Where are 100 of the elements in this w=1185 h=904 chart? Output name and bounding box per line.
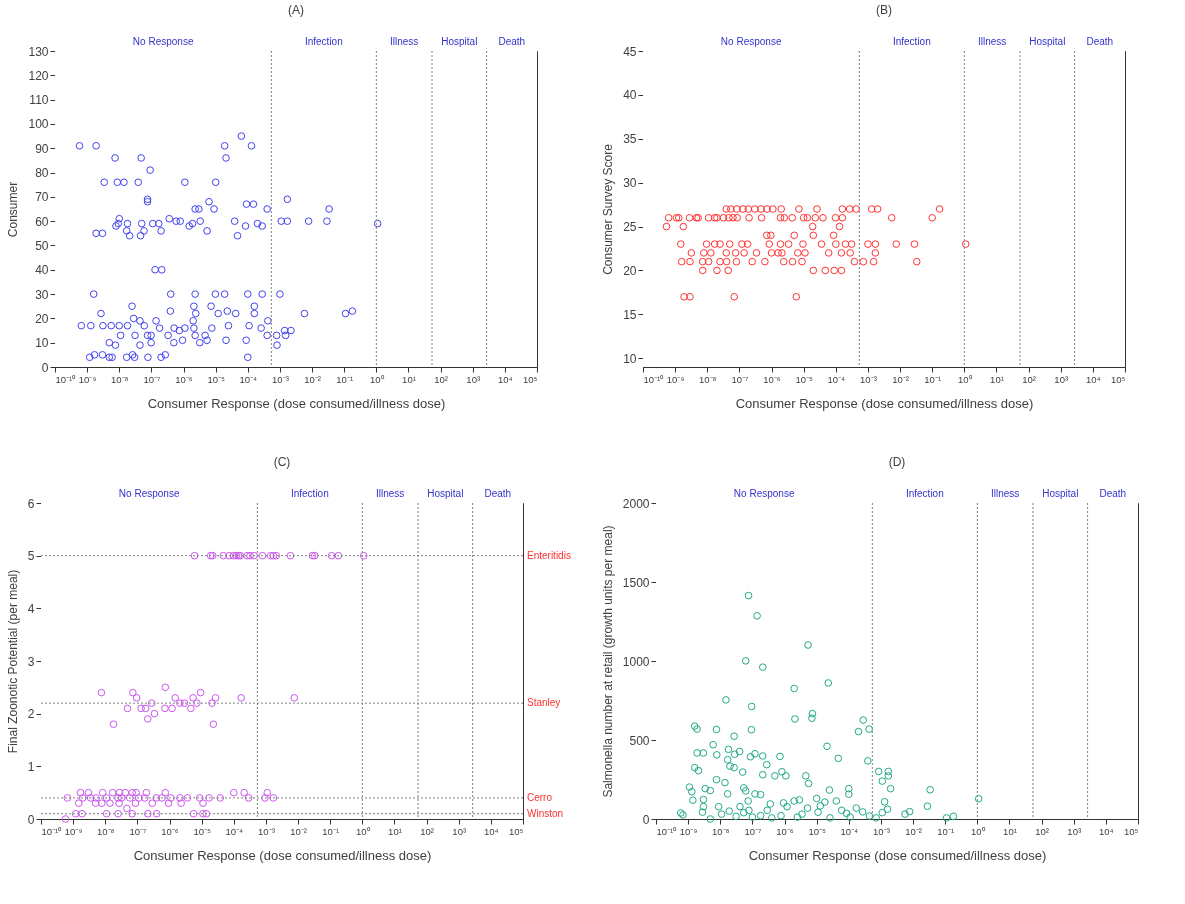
- x-tick-label: 10²: [420, 825, 434, 837]
- y-tick-label: 0: [41, 360, 49, 375]
- x-tick-label: 10⁻¹⁰: [656, 825, 678, 837]
- chart-title: (B): [876, 3, 892, 17]
- band-label: Illness: [990, 488, 1020, 499]
- x-tick-label: 10⁵: [1110, 373, 1126, 385]
- x-tick-label: 10⁻⁴: [840, 825, 859, 837]
- y-tick-label: 100: [28, 117, 49, 132]
- x-tick-label: 10⁻⁸: [698, 373, 717, 385]
- x-tick-label: 10³: [452, 825, 467, 837]
- ref-line-label: Winston: [527, 807, 564, 819]
- y-tick-label: 35: [623, 132, 637, 147]
- x-tick-label: 10⁴: [1086, 373, 1101, 385]
- band-label: Death: [484, 488, 512, 499]
- x-tick-label: 10⁻¹⁰: [55, 373, 77, 385]
- x-tick-label: 10⁵: [1123, 825, 1139, 837]
- x-tick-label: 10⁻⁹: [64, 825, 83, 837]
- x-tick-label: 10⁰: [356, 825, 371, 837]
- x-axis-title: Consumer Response (dose consumed/illness dose): [133, 848, 432, 863]
- band-label: Hospital: [1042, 488, 1079, 499]
- y-tick-label: 110: [29, 93, 49, 108]
- y-tick-label: 20: [623, 263, 637, 278]
- x-tick-label: 10⁻³: [272, 373, 289, 385]
- chart-title: (D): [888, 455, 906, 469]
- x-tick-label: 10²: [434, 373, 448, 385]
- y-axis-title: Consumer: [6, 181, 21, 238]
- y-tick-label: 25: [623, 220, 637, 235]
- x-tick-label: 10⁻⁷: [744, 825, 762, 837]
- y-tick-label: 500: [629, 733, 650, 748]
- y-tick-label: 10: [623, 351, 637, 366]
- x-tick-label: 10⁻⁵: [207, 373, 225, 385]
- y-tick-label: 120: [28, 68, 49, 83]
- band-label: Infection: [290, 488, 329, 499]
- band-label: No Response: [118, 488, 180, 499]
- y-tick-label: 45: [623, 44, 637, 59]
- band-label: Illness: [375, 488, 405, 499]
- y-tick-label: 90: [35, 141, 49, 156]
- x-tick-label: 10⁻⁵: [795, 373, 813, 385]
- x-tick-label: 10⁵: [522, 373, 538, 385]
- band-label: No Response: [720, 36, 782, 47]
- x-axis-title: Consumer Response (dose consumed/illness dose): [748, 848, 1047, 863]
- x-tick-label: 10⁻¹: [336, 373, 354, 385]
- chart-title: (A): [288, 3, 304, 17]
- y-axis-title: Salmonella number at retail (growth units per meal): [600, 525, 615, 798]
- x-tick-label: 10⁵: [508, 825, 524, 837]
- x-axis-title: Consumer Response (dose consumed/illness dose): [735, 396, 1034, 411]
- x-tick-label: 10⁻⁶: [763, 373, 781, 385]
- band-label: No Response: [132, 36, 194, 47]
- x-tick-label: 10⁻¹⁰: [41, 825, 63, 837]
- x-tick-label: 10⁴: [484, 825, 499, 837]
- band-label: Death: [1086, 36, 1114, 47]
- y-tick-label: 70: [35, 190, 49, 205]
- x-tick-label: 10¹: [388, 825, 402, 837]
- ref-line-label: Cerro: [527, 791, 553, 803]
- x-tick-label: 10⁻⁴: [239, 373, 258, 385]
- x-tick-label: 10⁻⁵: [808, 825, 826, 837]
- x-tick-label: 10⁻⁸: [110, 373, 129, 385]
- y-axis-title: Final Zoonotic Potential (per meal): [5, 569, 20, 754]
- x-tick-label: 10⁻⁶: [776, 825, 794, 837]
- x-tick-label: 10⁰: [370, 373, 385, 385]
- x-tick-label: 10⁰: [958, 373, 973, 385]
- x-tick-label: 10⁻⁸: [711, 825, 730, 837]
- x-tick-label: 10⁴: [498, 373, 513, 385]
- ref-line-label: Stanley: [527, 697, 561, 709]
- band-label: Death: [498, 36, 526, 47]
- x-tick-label: 10¹: [402, 373, 416, 385]
- band-label: Infection: [892, 36, 931, 47]
- x-tick-label: 10⁻⁹: [78, 373, 97, 385]
- x-tick-label: 10⁻³: [258, 825, 275, 837]
- y-tick-label: 1000: [622, 654, 650, 669]
- band-label: Illness: [389, 36, 419, 47]
- y-tick-label: 30: [623, 176, 637, 191]
- x-tick-label: 10³: [1067, 825, 1082, 837]
- y-tick-label: 2000: [622, 496, 650, 511]
- x-tick-label: 10⁻²: [304, 373, 321, 385]
- band-label: No Response: [733, 488, 795, 499]
- x-tick-label: 10¹: [1003, 825, 1017, 837]
- x-tick-label: 10²: [1022, 373, 1036, 385]
- y-tick-label: 10: [35, 336, 49, 351]
- x-tick-label: 10⁻²: [905, 825, 922, 837]
- y-tick-label: 0: [27, 812, 35, 827]
- x-tick-label: 10⁻⁴: [827, 373, 846, 385]
- x-tick-label: 10⁻¹⁰: [643, 373, 665, 385]
- y-tick-label: 0: [642, 812, 650, 827]
- band-label: Illness: [977, 36, 1007, 47]
- x-tick-label: 10⁻⁶: [175, 373, 193, 385]
- y-tick-label: 40: [623, 88, 637, 103]
- y-tick-label: 50: [35, 238, 49, 253]
- x-tick-label: 10³: [466, 373, 481, 385]
- x-tick-label: 10⁰: [971, 825, 986, 837]
- x-tick-label: 10²: [1035, 825, 1049, 837]
- band-label: Hospital: [427, 488, 464, 499]
- x-tick-label: 10⁻⁶: [161, 825, 179, 837]
- band-label: Infection: [905, 488, 944, 499]
- y-tick-label: 5: [27, 549, 35, 564]
- y-tick-label: 60: [35, 214, 49, 229]
- y-tick-label: 2: [27, 707, 35, 722]
- x-tick-label: 10⁻⁸: [96, 825, 115, 837]
- x-tick-label: 10⁻¹: [937, 825, 955, 837]
- x-tick-label: 10¹: [990, 373, 1004, 385]
